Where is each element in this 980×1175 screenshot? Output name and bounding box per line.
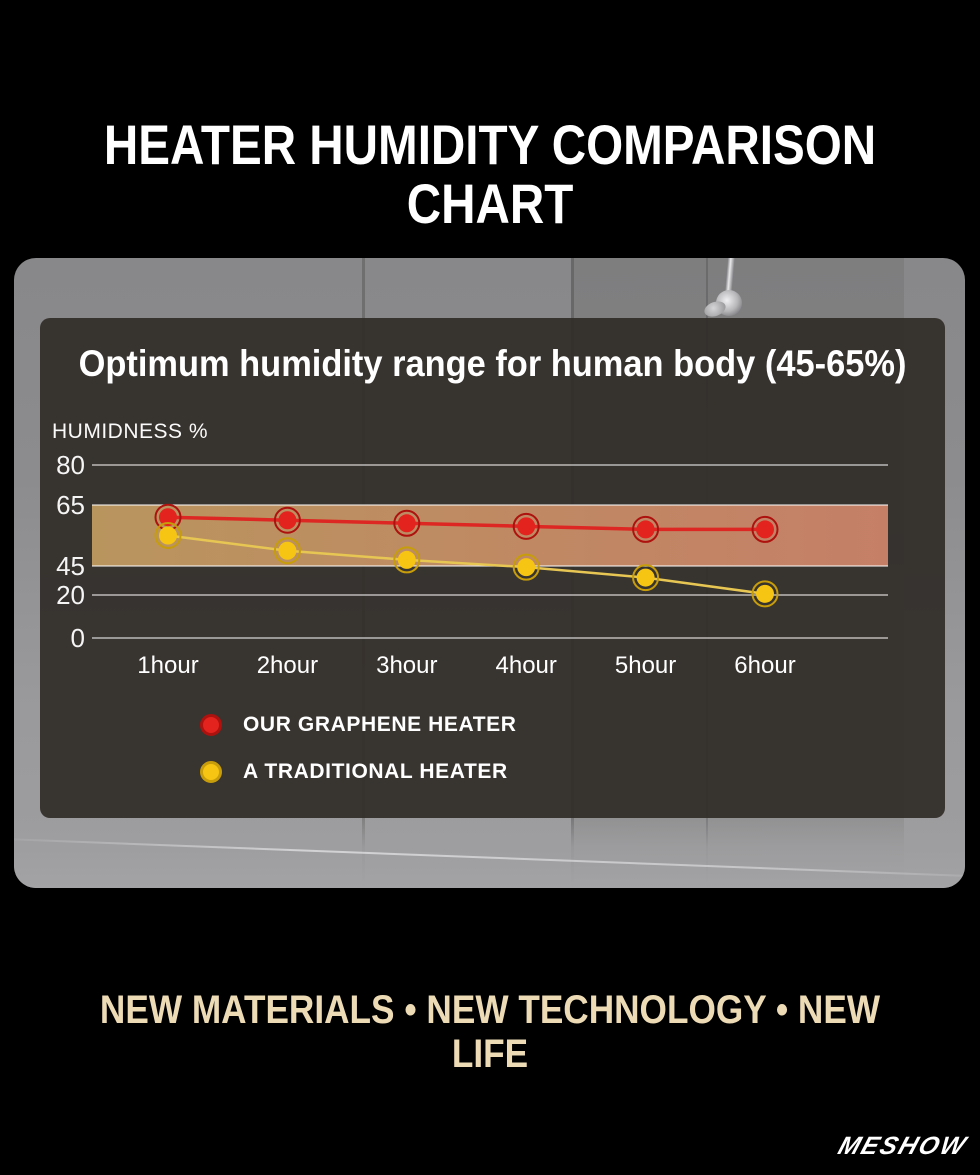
data-point-ring <box>751 580 779 608</box>
data-point-traditional-2hour <box>278 541 297 560</box>
data-point-ring <box>393 509 421 537</box>
data-point-ring <box>632 515 660 543</box>
bathtub <box>14 814 965 888</box>
data-point-ring <box>393 546 421 574</box>
series-line-graphene <box>167 515 765 532</box>
x-tick-label-5hour: 5hour <box>615 652 676 679</box>
data-point-graphene-3hour <box>397 514 416 533</box>
x-tick-label-1hour: 1hour <box>137 652 198 679</box>
tagline: NEW MATERIALS • NEW TECHNOLOGY • NEW LIF… <box>99 988 881 1076</box>
series-line-traditional <box>167 534 766 596</box>
chart-card: Optimum humidity range for human body (4… <box>40 318 945 818</box>
graphene-legend-dot-icon <box>200 714 222 736</box>
data-point-traditional-3hour <box>397 550 416 569</box>
y-tick-label: 0 <box>71 623 85 653</box>
y-axis-label: HUMIDNESS % <box>52 420 209 443</box>
legend-item: OUR GRAPHENE HEATER <box>200 710 517 740</box>
x-tick-label-4hour: 4hour <box>496 652 557 679</box>
data-point-traditional-6hour <box>756 584 774 603</box>
y-tick-label: 20 <box>56 580 85 610</box>
data-point-ring <box>751 515 779 543</box>
data-point-graphene-1hour <box>159 508 177 527</box>
data-point-ring <box>154 522 182 549</box>
data-point-ring <box>273 537 301 565</box>
x-tick-label-6hour: 6hour <box>734 652 795 679</box>
legend-label: OUR GRAPHENE HEATER <box>243 713 517 736</box>
legend-item: A TRADITIONAL HEATER <box>200 757 517 787</box>
data-point-traditional-1hour <box>159 526 177 545</box>
data-point-traditional-5hour <box>636 568 655 587</box>
chart-legend: OUR GRAPHENE HEATER A TRADITIONAL HEATER <box>200 710 517 804</box>
data-point-traditional-4hour <box>517 558 536 577</box>
x-tick-label-3hour: 3hour <box>376 652 437 679</box>
traditional-legend-dot-icon <box>200 761 222 783</box>
bathroom-photo-panel: Optimum humidity range for human body (4… <box>14 258 965 888</box>
data-point-graphene-5hour <box>636 520 655 539</box>
optimal-band <box>92 505 888 566</box>
brand-logo: MESHOW <box>834 1132 971 1160</box>
data-point-graphene-4hour <box>517 517 536 536</box>
data-point-graphene-2hour <box>278 511 297 530</box>
data-point-ring <box>512 512 540 540</box>
data-point-ring <box>273 506 301 534</box>
legend-label: A TRADITIONAL HEATER <box>243 760 508 783</box>
page-title: HEATER HUMIDITY COMPARISON CHART <box>103 113 877 235</box>
chart-title: Optimum humidity range for human body (4… <box>78 343 907 384</box>
data-point-ring <box>512 553 540 581</box>
y-tick-label: 45 <box>56 551 85 581</box>
y-tick-label: 65 <box>56 490 85 520</box>
data-point-ring <box>632 564 660 592</box>
x-tick-label-2hour: 2hour <box>257 652 318 679</box>
y-tick-label: 80 <box>56 450 85 480</box>
data-point-graphene-6hour <box>756 520 774 539</box>
